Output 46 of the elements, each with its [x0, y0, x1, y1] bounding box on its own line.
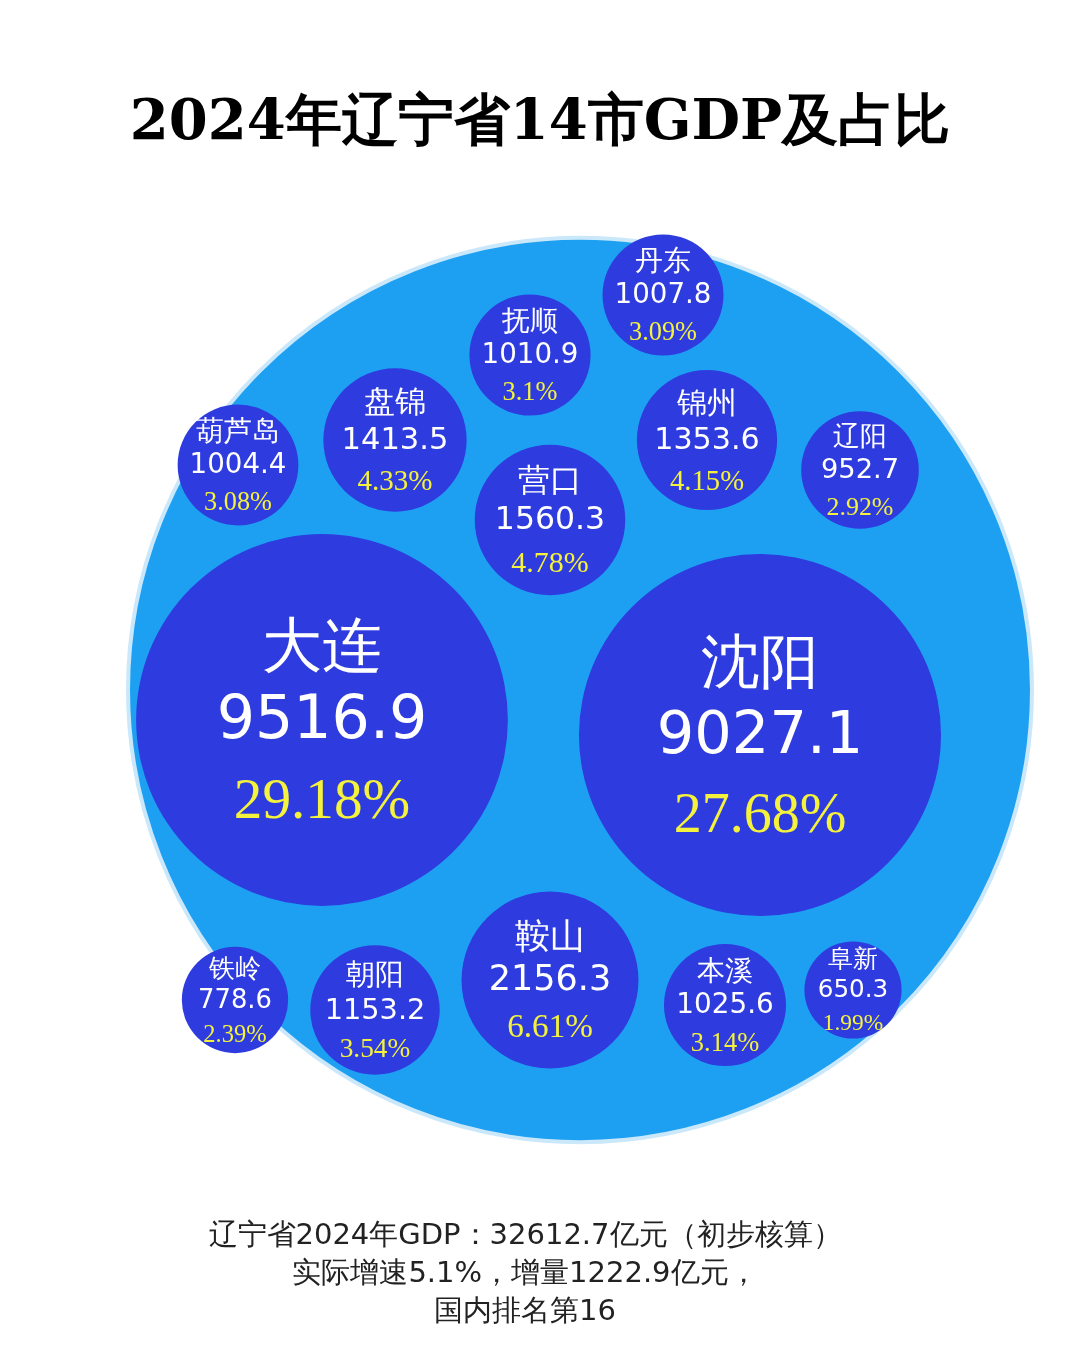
- text: 4.78%: [511, 544, 589, 578]
- data-label: 1560.3: [494, 500, 606, 536]
- data-label: 9027.1: [656, 698, 864, 767]
- category-label: 铁岭: [208, 953, 261, 984]
- category-label: 锦州: [676, 384, 737, 420]
- text: 3.1%: [502, 377, 558, 407]
- text: 3.54%: [339, 1032, 411, 1063]
- data-label: 1010.9: [481, 337, 579, 370]
- text: 29.18%: [233, 767, 411, 831]
- data-label: 1004.4: [189, 447, 287, 480]
- category-label: 抚顺: [501, 303, 558, 337]
- text: 6.61%: [507, 1007, 593, 1045]
- text: 27.68%: [673, 781, 847, 844]
- data-label: 1025.6: [676, 987, 774, 1020]
- text: 3.08%: [204, 487, 272, 517]
- text: 3.09%: [629, 317, 697, 347]
- category-label: 营口: [518, 462, 582, 499]
- category-label: 朝阳: [346, 957, 404, 992]
- text: 1.99%: [822, 1009, 884, 1036]
- text: 2024年辽宁省14市GDP及占比: [129, 86, 951, 152]
- category-label: 沈阳: [701, 627, 819, 697]
- category-label: 辽阳: [833, 420, 887, 452]
- text: 2.92%: [826, 491, 894, 521]
- data-label: 952.7: [820, 453, 900, 484]
- text: 3.14%: [690, 1026, 760, 1057]
- data-label: 2156.3: [488, 958, 612, 998]
- data-label: 1007.8: [614, 277, 712, 310]
- category-label: 阜新: [828, 944, 878, 974]
- category-label: 本溪: [697, 953, 753, 987]
- data-label: 778.6: [198, 984, 272, 1014]
- category-label: 鞍山: [515, 916, 585, 957]
- data-label: 650.3: [817, 974, 889, 1003]
- data-label: 1153.2: [324, 992, 426, 1026]
- text: 2.39%: [203, 1019, 267, 1047]
- category-label: 葫芦岛: [196, 413, 280, 447]
- text: 辽宁省2024年GDP：32612.7亿元（初步核算）: [208, 1217, 842, 1251]
- data-label: 1413.5: [341, 421, 449, 456]
- data-label: 9516.9: [216, 682, 428, 752]
- data-label: 1353.6: [654, 421, 760, 456]
- text: 国内排名第16: [434, 1293, 616, 1327]
- text: 4.33%: [357, 464, 433, 497]
- category-label: 盘锦: [364, 384, 426, 420]
- category-label: 丹东: [635, 243, 691, 277]
- category-label: 大连: [262, 609, 382, 680]
- text: 实际增速5.1%，增量1222.9亿元，: [292, 1255, 758, 1289]
- text: 4.15%: [669, 463, 745, 496]
